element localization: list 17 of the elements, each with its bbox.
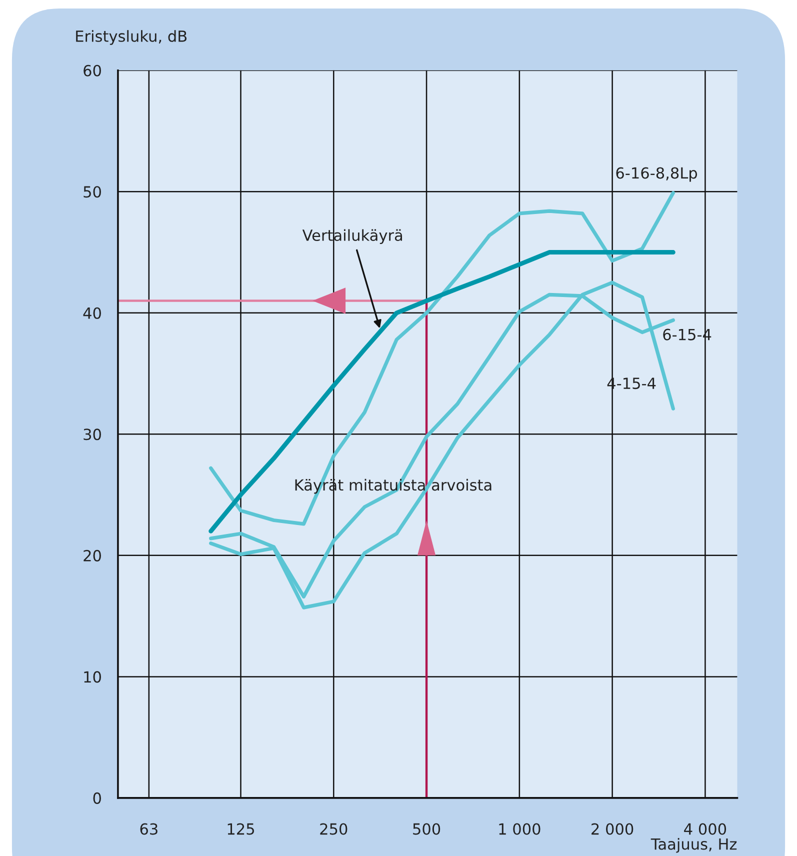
y-tick-label: 50 bbox=[84, 186, 101, 198]
y-tick-label: 20 bbox=[84, 550, 101, 562]
x-tick-label: 63 bbox=[140, 823, 158, 835]
y-tick-label: 30 bbox=[84, 428, 101, 440]
y-tick-label: 40 bbox=[83, 307, 101, 319]
y-tick-label: 0 bbox=[93, 792, 101, 804]
y-tick-label: 60 bbox=[84, 64, 101, 76]
x-tick-label: 2 000 bbox=[592, 823, 634, 835]
y-tick-label: 10 bbox=[84, 671, 101, 683]
x-tick-label: 125 bbox=[228, 823, 254, 835]
x-tick-label: 500 bbox=[413, 823, 440, 835]
series-label: 6-16-8,8Lp bbox=[616, 167, 698, 182]
x-tick-label: 4 000 bbox=[684, 823, 726, 835]
x-axis-title: Taajuus, Hz bbox=[650, 838, 737, 853]
y-axis-title: Eristysluku, dB bbox=[76, 30, 187, 45]
x-tick-label: 1 000 bbox=[499, 823, 540, 835]
x-tick-label: 250 bbox=[320, 823, 348, 835]
